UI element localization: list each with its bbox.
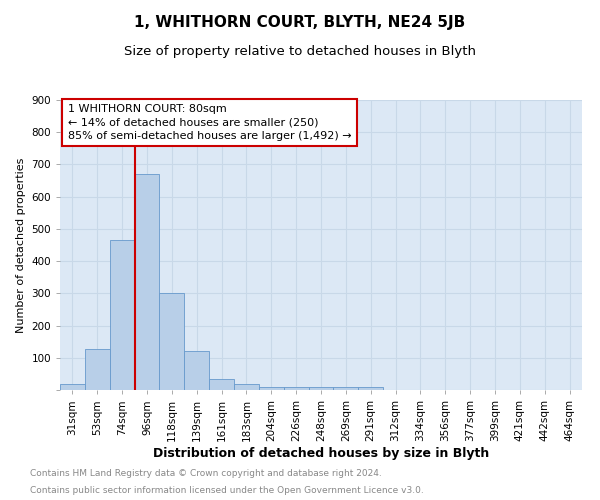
Text: 1 WHITHORN COURT: 80sqm
← 14% of detached houses are smaller (250)
85% of semi-d: 1 WHITHORN COURT: 80sqm ← 14% of detache… <box>68 104 352 141</box>
Text: Size of property relative to detached houses in Blyth: Size of property relative to detached ho… <box>124 45 476 58</box>
Y-axis label: Number of detached properties: Number of detached properties <box>16 158 26 332</box>
Bar <box>134 174 160 390</box>
Bar <box>60 384 85 390</box>
Bar <box>358 388 383 390</box>
Bar <box>234 384 259 390</box>
Bar <box>110 240 134 390</box>
Bar <box>308 388 334 390</box>
Bar <box>259 388 284 390</box>
X-axis label: Distribution of detached houses by size in Blyth: Distribution of detached houses by size … <box>153 446 489 460</box>
Text: 1, WHITHORN COURT, BLYTH, NE24 5JB: 1, WHITHORN COURT, BLYTH, NE24 5JB <box>134 15 466 30</box>
Bar <box>184 352 209 390</box>
Bar <box>209 378 234 390</box>
Bar <box>334 388 358 390</box>
Bar <box>160 294 184 390</box>
Bar <box>284 388 308 390</box>
Text: Contains public sector information licensed under the Open Government Licence v3: Contains public sector information licen… <box>30 486 424 495</box>
Bar <box>85 349 110 390</box>
Text: Contains HM Land Registry data © Crown copyright and database right 2024.: Contains HM Land Registry data © Crown c… <box>30 468 382 477</box>
